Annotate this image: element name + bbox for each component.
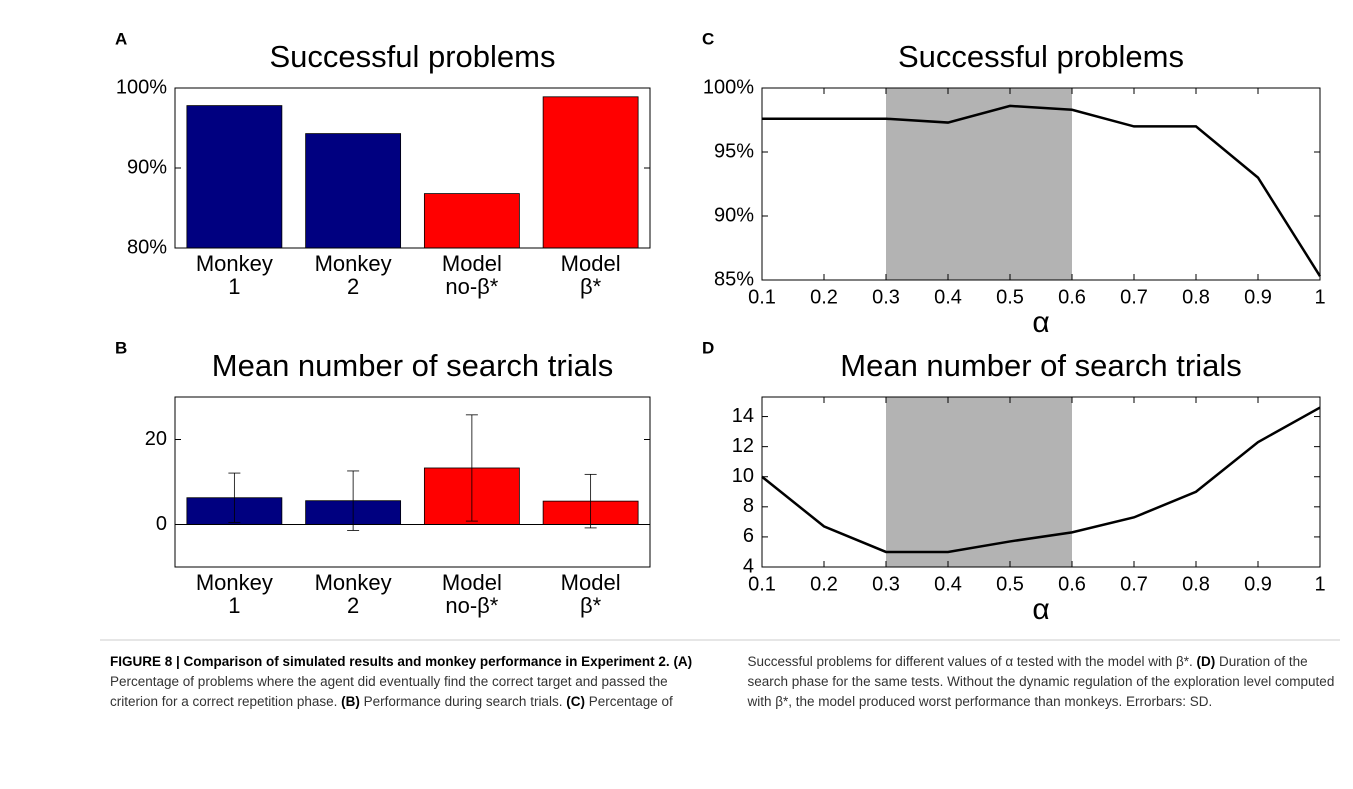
chart-title: Successful problems	[269, 39, 555, 74]
y-tick-label: 100%	[116, 76, 167, 98]
x-tick-label: 0.4	[934, 286, 962, 308]
bar	[542, 96, 639, 249]
panel-label: A	[115, 29, 127, 48]
y-tick-label: 14	[732, 405, 754, 427]
x-tick-label: 0.2	[810, 286, 838, 308]
x-tick-label: 0.4	[934, 573, 962, 595]
caption-text: (C)	[566, 694, 585, 709]
axes-box	[761, 87, 1321, 281]
y-tick-label: 10	[732, 465, 754, 487]
panel-label: D	[702, 338, 714, 357]
panel-label: C	[702, 29, 714, 48]
x-tick-label: 0.6	[1058, 573, 1086, 595]
x-tick-label: 0.8	[1182, 286, 1210, 308]
caption: FIGURE 8 | Comparison of simulated resul…	[110, 652, 1335, 712]
caption-text: Percentage of problems where the agent d…	[110, 674, 668, 709]
x-tick-label: 2	[347, 274, 359, 299]
x-tick-label: β*	[580, 274, 602, 299]
chart-title: Mean number of search trials	[212, 348, 613, 383]
chart-title: Mean number of search trials	[840, 348, 1241, 383]
x-tick-label: Model	[442, 570, 502, 595]
bar	[423, 193, 520, 249]
x-tick-label: 0.3	[872, 286, 900, 308]
x-tick-label: Model	[561, 251, 621, 276]
caption-text: FIGURE 8 | Comparison of simulated resul…	[110, 654, 670, 669]
y-tick-label: 8	[743, 495, 754, 517]
y-tick-label: 90%	[127, 156, 167, 178]
x-tick-label: 1	[228, 593, 240, 618]
x-tick-label: 0.5	[996, 573, 1024, 595]
caption-text: (D)	[1196, 654, 1216, 669]
x-tick-label: 1	[1314, 573, 1325, 595]
x-tick-label: 1	[228, 274, 240, 299]
x-tick-label: 0.8	[1182, 573, 1210, 595]
x-tick-label: 0.5	[996, 286, 1024, 308]
shaded-region	[886, 397, 1072, 567]
x-tick-label: β*	[580, 593, 602, 618]
axes-box	[761, 396, 1321, 568]
x-tick-label: Monkey	[315, 251, 392, 276]
caption-text: (A)	[673, 654, 693, 669]
x-tick-label: 0.9	[1244, 286, 1272, 308]
caption-text: Performance during search trials.	[359, 694, 567, 709]
y-tick-label: 85%	[714, 268, 754, 290]
y-tick-label: 100%	[703, 76, 754, 98]
x-axis-label: α	[1032, 306, 1049, 339]
bar	[186, 105, 283, 249]
line	[762, 104, 1322, 277]
y-tick-label: 90%	[714, 204, 754, 226]
line	[761, 406, 1321, 554]
x-tick-label: no-β*	[445, 274, 498, 299]
x-tick-label: Monkey	[315, 570, 392, 595]
axes-box	[174, 87, 651, 249]
x-tick-label: Model	[442, 251, 502, 276]
x-tick-label: 0.6	[1058, 286, 1086, 308]
x-tick-label: 0.7	[1120, 573, 1148, 595]
y-tick-label: 4	[743, 555, 754, 577]
x-tick-label: Monkey	[196, 570, 273, 595]
chart-title: Successful problems	[898, 39, 1184, 74]
y-tick-label: 80%	[127, 236, 167, 258]
x-tick-label: 1	[1314, 286, 1325, 308]
x-axis-label: α	[1032, 593, 1049, 626]
caption-text: Percentage of Successful problems for di…	[584, 654, 1197, 709]
y-tick-label: 20	[145, 428, 167, 450]
bar	[305, 133, 402, 249]
shaded-region	[886, 88, 1072, 280]
x-tick-label: 0.3	[872, 573, 900, 595]
x-tick-label: 0.9	[1244, 573, 1272, 595]
x-tick-label: 0.1	[748, 286, 776, 308]
caption-text: Duration of the search phase for the sam…	[747, 654, 1335, 709]
y-tick-label: 95%	[714, 140, 754, 162]
x-tick-label: 0.2	[810, 573, 838, 595]
y-tick-label: 6	[743, 525, 754, 547]
y-tick-label: 0	[156, 513, 167, 535]
panel-label: B	[115, 338, 127, 357]
x-tick-label: 2	[347, 593, 359, 618]
caption-text: (B)	[341, 694, 360, 709]
x-tick-label: no-β*	[445, 593, 498, 618]
x-tick-label: Monkey	[196, 251, 273, 276]
x-tick-label: Model	[561, 570, 621, 595]
x-tick-label: 0.7	[1120, 286, 1148, 308]
y-tick-label: 12	[732, 435, 754, 457]
x-tick-label: 0.1	[748, 573, 776, 595]
axes-box	[174, 396, 651, 568]
